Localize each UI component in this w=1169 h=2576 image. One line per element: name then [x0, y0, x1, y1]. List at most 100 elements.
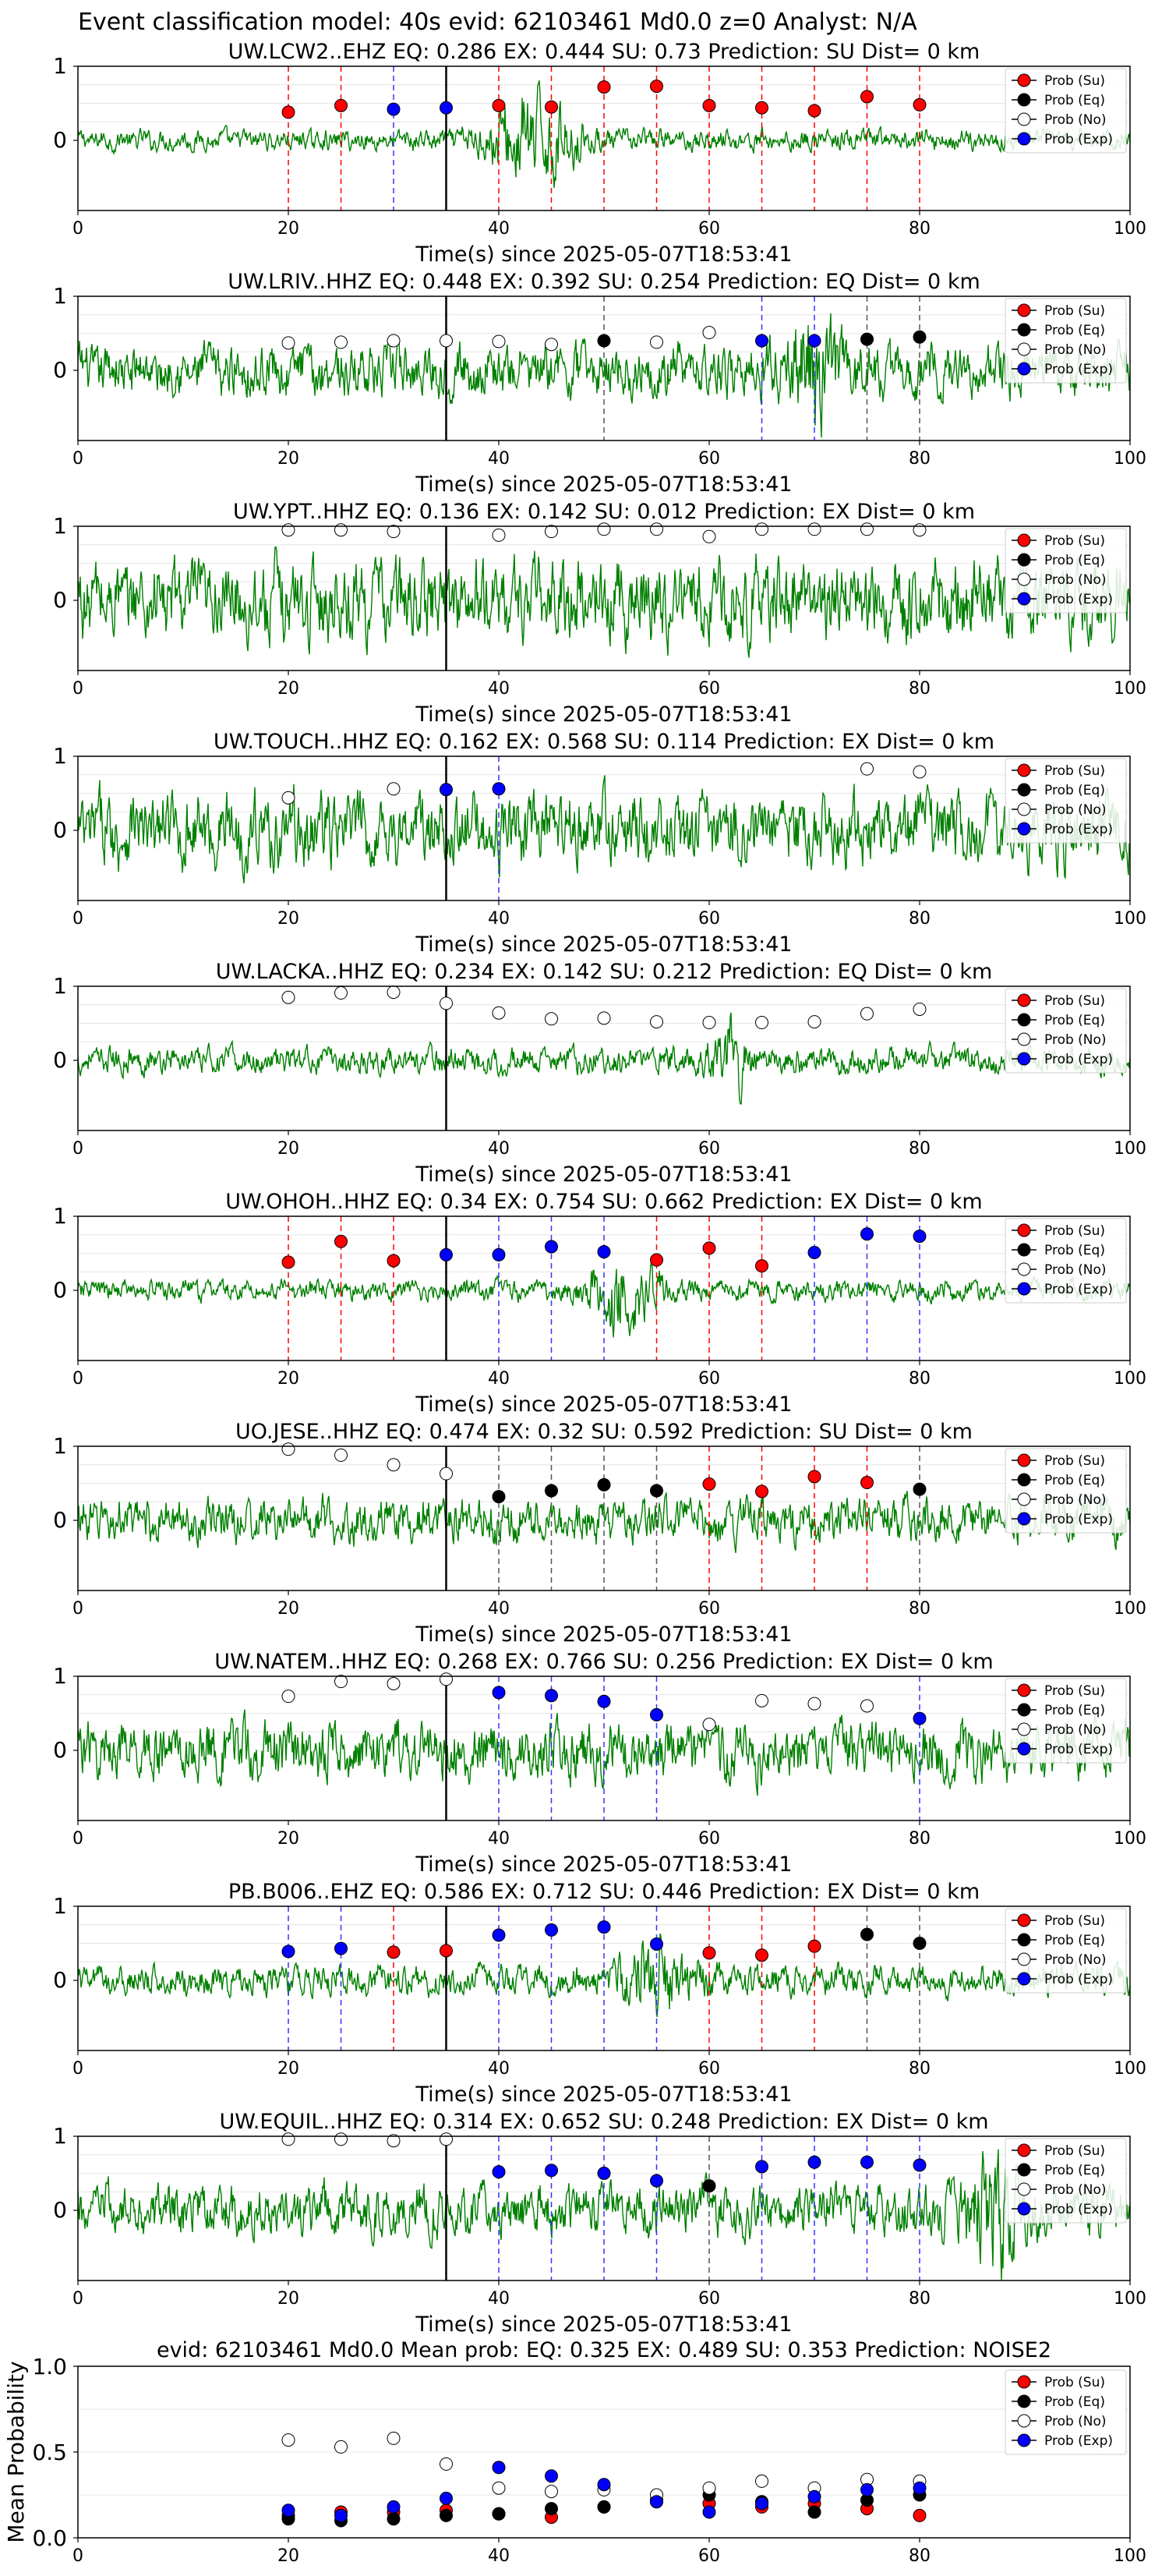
- y-tick-label: 0: [53, 1507, 67, 1533]
- prob-marker-no: [281, 523, 295, 537]
- mean-marker-eq: [492, 2507, 506, 2521]
- prob-marker-exp: [597, 1694, 611, 1708]
- legend-label-su: Prob (Su): [1044, 993, 1105, 1009]
- prob-marker-no: [440, 996, 453, 1010]
- mean-panel: evid: 62103461 Md0.0 Mean prob: EQ: 0.32…: [3, 2338, 1146, 2566]
- legend-label-su: Prob (Su): [1044, 73, 1105, 89]
- prob-marker-eq: [545, 1484, 558, 1498]
- legend-marker-su: [1017, 993, 1031, 1007]
- mean-marker-exp: [860, 2482, 874, 2496]
- legend-label-su: Prob (Su): [1044, 1223, 1105, 1239]
- x-tick-label: 20: [277, 2546, 299, 2566]
- legend-box: [1005, 988, 1127, 1074]
- axes-frame: [77, 65, 1131, 211]
- prob-marker-su: [334, 1234, 348, 1248]
- prob-marker-su: [913, 97, 927, 111]
- mean-marker-exp: [440, 2491, 453, 2505]
- legend-label-no: Prob (No): [1044, 1722, 1107, 1738]
- prob-marker-su: [807, 1939, 821, 1953]
- waveform: [78, 1012, 1130, 1105]
- prob-marker-no: [281, 791, 295, 805]
- axes-frame: [77, 1215, 1131, 1361]
- prob-marker-no: [702, 326, 716, 340]
- legend-marker-no: [1017, 1952, 1031, 1966]
- prob-marker-no: [440, 334, 453, 348]
- x-tick-label: 100: [1114, 219, 1146, 239]
- prob-marker-exp: [281, 1944, 295, 1959]
- y-tick-label: 0: [53, 1277, 67, 1303]
- axes-frame: [77, 525, 1131, 671]
- waveform: [78, 2149, 1130, 2281]
- y-tick-label: 1: [53, 1433, 67, 1459]
- legend-marker-eq: [1017, 1933, 1031, 1947]
- x-tick-label: 20: [277, 449, 299, 469]
- legend-marker-no: [1017, 2414, 1031, 2428]
- prob-marker-exp: [913, 1711, 927, 1725]
- prob-marker-no: [545, 525, 558, 539]
- prob-marker-no: [492, 528, 506, 542]
- axes-frame: [77, 1905, 1131, 2051]
- prob-marker-exp: [650, 2174, 663, 2188]
- legend-label-no: Prob (No): [1044, 1262, 1107, 1278]
- legend-label-exp: Prob (Exp): [1044, 822, 1113, 837]
- x-tick-label: 20: [277, 1369, 299, 1389]
- mean-marker-eq: [545, 2502, 558, 2516]
- x-tick-label: 60: [698, 679, 720, 699]
- panel-title: UW.LRIV..HHZ EQ: 0.448 EX: 0.392 SU: 0.2…: [228, 270, 980, 294]
- panel-title: UW.YPT..HHZ EQ: 0.136 EX: 0.142 SU: 0.01…: [233, 500, 975, 524]
- prob-marker-no: [440, 2132, 453, 2146]
- axes-frame: [77, 1675, 1131, 1821]
- panel-4: UW.TOUCH..HHZ EQ: 0.162 EX: 0.568 SU: 0.…: [53, 730, 1146, 957]
- prob-marker-su: [545, 100, 558, 114]
- x-axis-label: Time(s) since 2025-05-07T18:53:41: [415, 932, 792, 957]
- prob-marker-no: [860, 522, 874, 536]
- prob-marker-su: [650, 80, 663, 94]
- x-tick-label: 60: [698, 909, 720, 929]
- x-tick-label: 20: [277, 1829, 299, 1849]
- x-tick-label: 60: [698, 1139, 720, 1159]
- prob-marker-su: [702, 1477, 716, 1491]
- x-tick-label: 80: [909, 2289, 931, 2309]
- legend-marker-eq: [1017, 1703, 1031, 1717]
- y-tick-label: 1: [53, 513, 67, 539]
- legend-marker-su: [1017, 763, 1031, 777]
- x-tick-label: 60: [698, 2289, 720, 2309]
- legend-marker-no: [1017, 1032, 1031, 1046]
- legend-marker-eq: [1017, 1013, 1031, 1027]
- prob-marker-no: [755, 522, 768, 536]
- mean-marker-exp: [334, 2508, 348, 2522]
- prob-marker-exp: [387, 102, 401, 116]
- legend-marker-exp: [1017, 362, 1031, 376]
- prob-marker-su: [860, 90, 874, 104]
- x-tick-label: 80: [909, 1599, 931, 1619]
- prob-marker-no: [387, 525, 401, 539]
- x-tick-label: 60: [698, 1599, 720, 1619]
- panel-title: UW.EQUIL..HHZ EQ: 0.314 EX: 0.652 SU: 0.…: [219, 2110, 988, 2134]
- legend-box: [1005, 1678, 1127, 1764]
- x-tick-label: 0: [72, 909, 83, 929]
- legend-marker-no: [1017, 572, 1031, 586]
- x-tick-label: 0: [72, 1369, 83, 1389]
- mean-marker-no: [702, 2481, 716, 2495]
- figure-title: Event classification model: 40s evid: 62…: [78, 9, 917, 36]
- prob-marker-su: [650, 1253, 663, 1267]
- x-axis-label: Time(s) since 2025-05-07T18:53:41: [415, 472, 792, 497]
- mean-marker-exp: [650, 2495, 663, 2509]
- legend-label-eq: Prob (Eq): [1044, 1243, 1105, 1258]
- prob-marker-no: [387, 1677, 401, 1690]
- legend-marker-su: [1017, 2143, 1031, 2157]
- prob-marker-su: [334, 98, 348, 112]
- x-tick-label: 100: [1114, 2289, 1146, 2309]
- prob-marker-no: [387, 334, 401, 348]
- mean-marker-su: [913, 2508, 927, 2522]
- legend-label-eq: Prob (Eq): [1044, 323, 1105, 338]
- prob-marker-su: [702, 1946, 716, 1960]
- y-tick-label: 1: [53, 973, 67, 999]
- mean-marker-no: [387, 2431, 401, 2445]
- x-tick-label: 100: [1114, 1829, 1146, 1849]
- prob-marker-no: [545, 1012, 558, 1026]
- prob-marker-eq: [913, 1937, 927, 1950]
- prob-marker-no: [440, 1467, 453, 1481]
- x-tick-label: 0: [72, 2059, 83, 2079]
- prob-marker-no: [545, 338, 558, 352]
